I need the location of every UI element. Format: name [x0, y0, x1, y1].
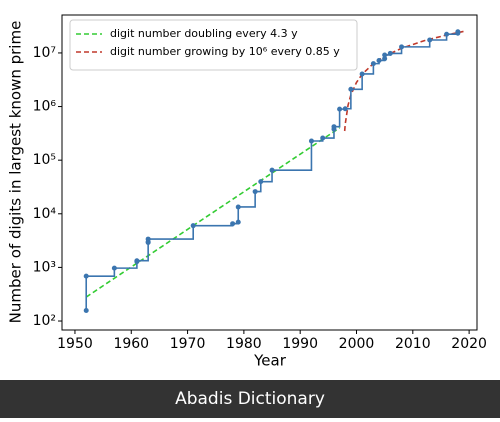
- record-point: [455, 29, 461, 35]
- record-point: [235, 204, 241, 210]
- record-point: [382, 56, 388, 62]
- x-tick-label: 1950: [57, 336, 93, 352]
- record-point: [258, 179, 264, 185]
- y-tick-label: 10²: [33, 313, 56, 329]
- x-tick-label: 1960: [113, 336, 149, 352]
- x-tick-label: 1970: [170, 336, 206, 352]
- y-axis-label: Number of digits in largest known prime: [7, 21, 25, 324]
- record-point: [269, 167, 275, 173]
- x-tick-label: 2020: [451, 336, 487, 352]
- y-tick-label: 10³: [33, 259, 56, 275]
- x-axis-label: Year: [253, 352, 287, 370]
- footer-bar: [0, 380, 500, 418]
- x-tick-label: 2010: [395, 336, 431, 352]
- record-point: [387, 50, 393, 56]
- legend-label: digit number growing by 10⁶ every 0.85 y: [110, 45, 340, 58]
- y-tick-label: 10⁴: [33, 206, 57, 222]
- record-point: [320, 135, 326, 141]
- record-point: [235, 219, 241, 225]
- record-point: [252, 189, 258, 195]
- y-tick-label: 10⁶: [33, 99, 57, 115]
- record-point: [348, 86, 354, 92]
- record-point: [83, 308, 89, 314]
- record-point: [359, 71, 365, 77]
- record-point: [83, 273, 89, 279]
- record-point: [399, 44, 405, 50]
- record-point: [376, 57, 382, 63]
- y-tick-label: 10⁵: [33, 152, 56, 168]
- x-tick-label: 1980: [226, 336, 262, 352]
- fit-line: [343, 30, 464, 132]
- record-point: [331, 124, 337, 130]
- record-point: [190, 223, 196, 229]
- record-point: [145, 236, 151, 242]
- record-point: [342, 106, 348, 112]
- record-point: [308, 138, 314, 144]
- record-point: [111, 265, 117, 271]
- record-point: [134, 258, 140, 264]
- record-point: [370, 61, 376, 67]
- record-point: [444, 31, 450, 37]
- y-tick-label: 10⁷: [33, 45, 56, 61]
- record-point: [427, 37, 433, 43]
- x-tick-label: 1990: [282, 336, 318, 352]
- x-tick-label: 2000: [339, 336, 375, 352]
- plot-frame: [61, 14, 478, 331]
- legend-label: digit number doubling every 4.3 y: [110, 27, 298, 40]
- record-point: [337, 106, 343, 112]
- record-point: [230, 221, 236, 227]
- legend-box: [69, 19, 358, 71]
- record-point: [382, 52, 388, 58]
- footer-text: Abadis Dictionary: [175, 389, 325, 409]
